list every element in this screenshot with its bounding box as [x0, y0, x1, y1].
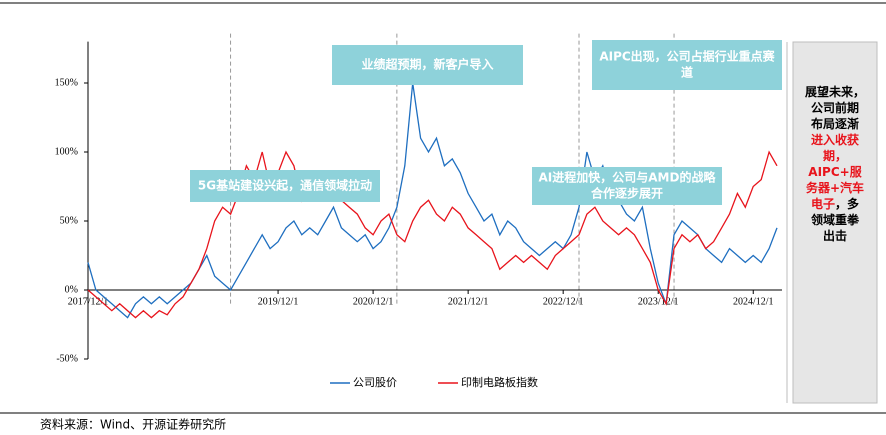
annotation-text: 5G基站建设兴起，通信领域拉动: [198, 178, 372, 193]
note-line: 领域重拳: [811, 212, 860, 227]
x-tick-label: 2022/12/1: [543, 296, 584, 307]
note-line: 展望未来，: [805, 84, 865, 99]
note-line: 进入收获: [811, 132, 859, 147]
note-segment: 电子: [811, 196, 835, 211]
series-line: [87, 150, 778, 319]
annotation-text: AI进程加快，公司与AMD的战略: [539, 170, 717, 185]
x-tick-label: 2023/12/1: [638, 296, 679, 307]
annotation-text: 合作逐步展开: [591, 186, 663, 201]
note-box: [792, 41, 878, 404]
note-segment: 领域重拳: [811, 212, 860, 227]
annotation-text: 业绩超预期，新客户导入: [361, 57, 493, 72]
x-tick-label: 2024/12/1: [733, 296, 774, 307]
annotation-text: AIPC出现，公司占据行业重点赛: [599, 49, 775, 64]
y-tick-label: 0%: [65, 284, 78, 295]
note-line: 布局逐渐: [811, 116, 859, 131]
note-line: 出击: [823, 228, 847, 243]
y-tick-label: 50%: [60, 215, 78, 226]
note-segment: AIPC+服: [808, 164, 862, 179]
note-segment: 展望未来，: [805, 84, 865, 99]
legend-label: 印制电路板指数: [461, 375, 538, 389]
source: 资料来源：Wind、开源证券研究所: [40, 417, 226, 432]
note-line: 务器+汽车: [806, 180, 864, 195]
x-tick-label: 2019/12/1: [258, 296, 299, 307]
y-tick-label: 100%: [55, 146, 78, 157]
x-tick-label: 2020/12/1: [353, 296, 394, 307]
note-segment: 务器+汽车: [806, 180, 864, 195]
annotation-box: [332, 45, 523, 85]
annotation-box: [532, 167, 722, 205]
note-line: 公司前期: [811, 100, 859, 115]
note-segment: ，多: [835, 196, 859, 211]
note-line: 期，: [823, 148, 847, 163]
series-line: [87, 82, 778, 319]
y-tick-label: -50%: [56, 353, 78, 364]
note-segment: 公司前期: [811, 100, 859, 115]
note-line: 电子，多: [811, 196, 859, 211]
note-segment: 期，: [823, 148, 847, 163]
note-line: AIPC+服: [808, 164, 862, 179]
annotation-box: [592, 40, 782, 90]
y-tick-label: 150%: [55, 77, 78, 88]
x-tick-label: 2017/12/1: [68, 296, 109, 307]
note-segment: 进入收获: [811, 132, 859, 147]
x-tick-label: 2021/12/1: [448, 296, 489, 307]
note-segment: 出击: [823, 228, 847, 243]
annotation-box: [190, 170, 380, 202]
annotation-text: 道: [681, 65, 693, 80]
note-segment: 布局逐渐: [811, 116, 859, 131]
legend-label: 公司股价: [353, 376, 397, 389]
